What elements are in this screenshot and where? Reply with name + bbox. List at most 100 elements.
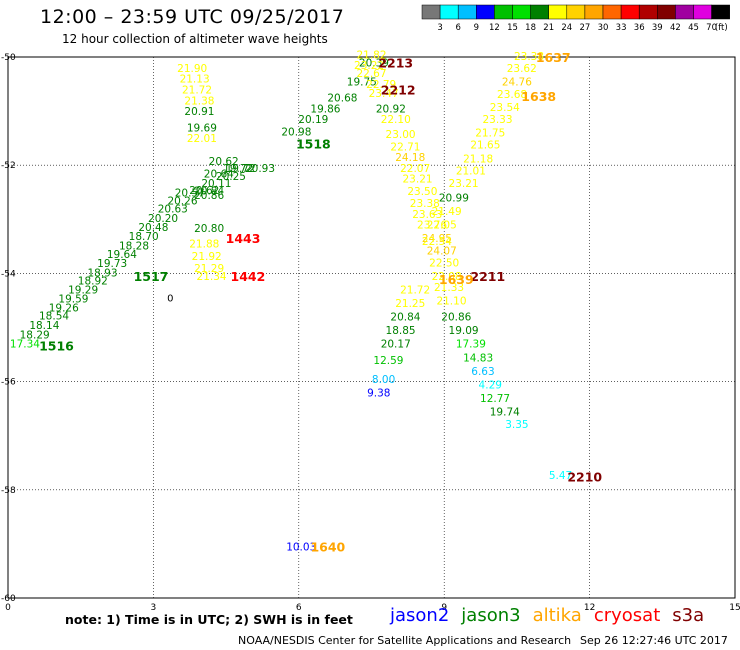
colorbar-label: 18 <box>525 23 536 33</box>
pass-time-label: 1639 <box>439 272 474 287</box>
wave-height-label: 23.22 <box>354 60 384 72</box>
colorbar-swatch <box>566 4 586 20</box>
colorbar-swatch <box>693 4 712 20</box>
x-tick-label: 6 <box>296 603 302 613</box>
wave-height-label: 18.93 <box>87 267 117 279</box>
x-tick-label: 15 <box>729 603 740 613</box>
wave-height-label: 19.26 <box>49 302 79 314</box>
x-tick-label: 9 <box>441 603 447 613</box>
wave-height-label: 21.75 <box>475 128 505 140</box>
wave-height-label: 21.34 <box>197 271 227 283</box>
wave-height-label: 20.84 <box>194 186 224 198</box>
pass-time-label: 1638 <box>521 89 556 104</box>
colorbar-label: 42 <box>670 23 681 33</box>
colorbar-label: 15 <box>507 23 518 33</box>
zero-marker: 0 <box>167 294 173 305</box>
wave-height-label: 23.38 <box>410 198 440 210</box>
colorbar-label: 6 <box>455 23 460 33</box>
wave-height-label: 19.73 <box>97 258 127 270</box>
wave-height-label: 20.48 <box>138 222 168 234</box>
wave-height-label: 20.62 <box>209 156 239 168</box>
wave-height-label: 5.47 <box>549 470 572 482</box>
footer-note: note: 1) Time is in UTC; 2) SWH is in fe… <box>65 612 353 627</box>
timestamp: Sep 26 12:27:46 UTC 2017 <box>580 634 728 647</box>
grid <box>8 57 735 598</box>
wave-height-label: 23.76 <box>417 220 447 232</box>
pass-time-label: 2211 <box>470 269 505 284</box>
colorbar-swatch <box>421 4 441 20</box>
wave-height-label: 24.18 <box>395 152 425 164</box>
wave-height-label: 18.28 <box>119 240 149 252</box>
colorbar-label: 70 <box>706 23 717 33</box>
pass-time-label: 1637 <box>536 50 571 65</box>
legend-cryosat: cryosat <box>593 605 661 626</box>
satellite-legend: jason2 jason3 altika cryosat s3a <box>390 605 716 626</box>
wave-height-label: 19.75 <box>347 76 377 88</box>
colorbar-label: 30 <box>598 23 609 33</box>
wave-height-label: 18.14 <box>29 320 59 332</box>
colorbar-label: 21 <box>543 23 554 33</box>
wave-height-label: 23.21 <box>449 178 479 190</box>
legend-jason3: jason3 <box>461 605 521 626</box>
colorbar-label: 3 <box>437 23 442 33</box>
wave-height-label: 20.92 <box>376 103 406 115</box>
wave-height-label: 20.26 <box>167 195 197 207</box>
colorbar-swatch <box>476 4 495 20</box>
wave-height-label: 23.21 <box>403 174 433 186</box>
wave-height-label: 20.91 <box>184 106 214 118</box>
colorbar-swatch <box>657 4 676 20</box>
wave-height-label: 23.00 <box>386 129 416 141</box>
wave-height-label: 20.11 <box>201 178 231 190</box>
colorbar-label: 24 <box>561 23 572 33</box>
wave-height-label: 20.86 <box>194 190 224 202</box>
colorbar-label: 33 <box>616 23 627 33</box>
wave-height-label: 22.01 <box>187 133 217 145</box>
wave-height-label: 21.65 <box>470 140 500 152</box>
wave-height-label: 20.17 <box>381 339 411 351</box>
y-tick-label: -50 <box>1 53 16 63</box>
wave-height-label: 22.07 <box>400 163 430 175</box>
page-subtitle: 12 hour collection of altimeter wave hei… <box>62 32 328 46</box>
wave-height-label: 21.72 <box>182 84 212 96</box>
y-tick-label: -54 <box>1 269 16 279</box>
wave-height-label: 20.39 <box>359 57 389 69</box>
wave-height-label: 20.25 <box>216 171 246 183</box>
wave-height-label: 21.72 <box>400 285 430 297</box>
wave-height-label: 21.90 <box>177 63 207 75</box>
wave-height-label: 23.54 <box>490 102 520 114</box>
pass-time-label: 2213 <box>378 55 413 70</box>
track-cryosat-1442: 1442 <box>231 269 266 284</box>
legend-s3a: s3a <box>672 605 705 626</box>
wave-height-label: 24.07 <box>427 246 457 258</box>
colorbar-swatch <box>530 4 549 20</box>
wave-height-label: 10.03 <box>286 542 316 554</box>
colorbar-label: 9 <box>474 23 479 33</box>
colorbar-swatch <box>457 4 477 20</box>
wave-height-label: 19.09 <box>449 325 479 337</box>
wave-height-label: 20.63 <box>158 203 188 215</box>
y-tick-label: -58 <box>1 486 16 496</box>
legend-jason2: jason2 <box>390 605 450 626</box>
data-marks: 17.3418.2918.1418.5419.2619.5919.2918.92… <box>10 49 603 554</box>
y-tick-label: -52 <box>1 161 16 171</box>
legend-altika: altika <box>532 605 582 626</box>
plot-frame <box>7 56 736 599</box>
pass-time-label: 1516 <box>39 338 74 353</box>
wave-height-label: 20.93 <box>245 163 275 175</box>
wave-height-label: 23.38 <box>514 51 544 63</box>
wave-height-label: 22.05 <box>427 220 457 232</box>
wave-height-label: 20.19 <box>298 114 328 126</box>
pass-time-label: 2212 <box>381 82 416 97</box>
colorbar-swatch <box>602 4 622 20</box>
wave-height-label: 20.84 <box>390 312 420 324</box>
wave-height-label: 17.39 <box>456 339 486 351</box>
wave-height-label: 21.29 <box>194 263 224 275</box>
wave-height-label: 21.49 <box>432 206 462 218</box>
